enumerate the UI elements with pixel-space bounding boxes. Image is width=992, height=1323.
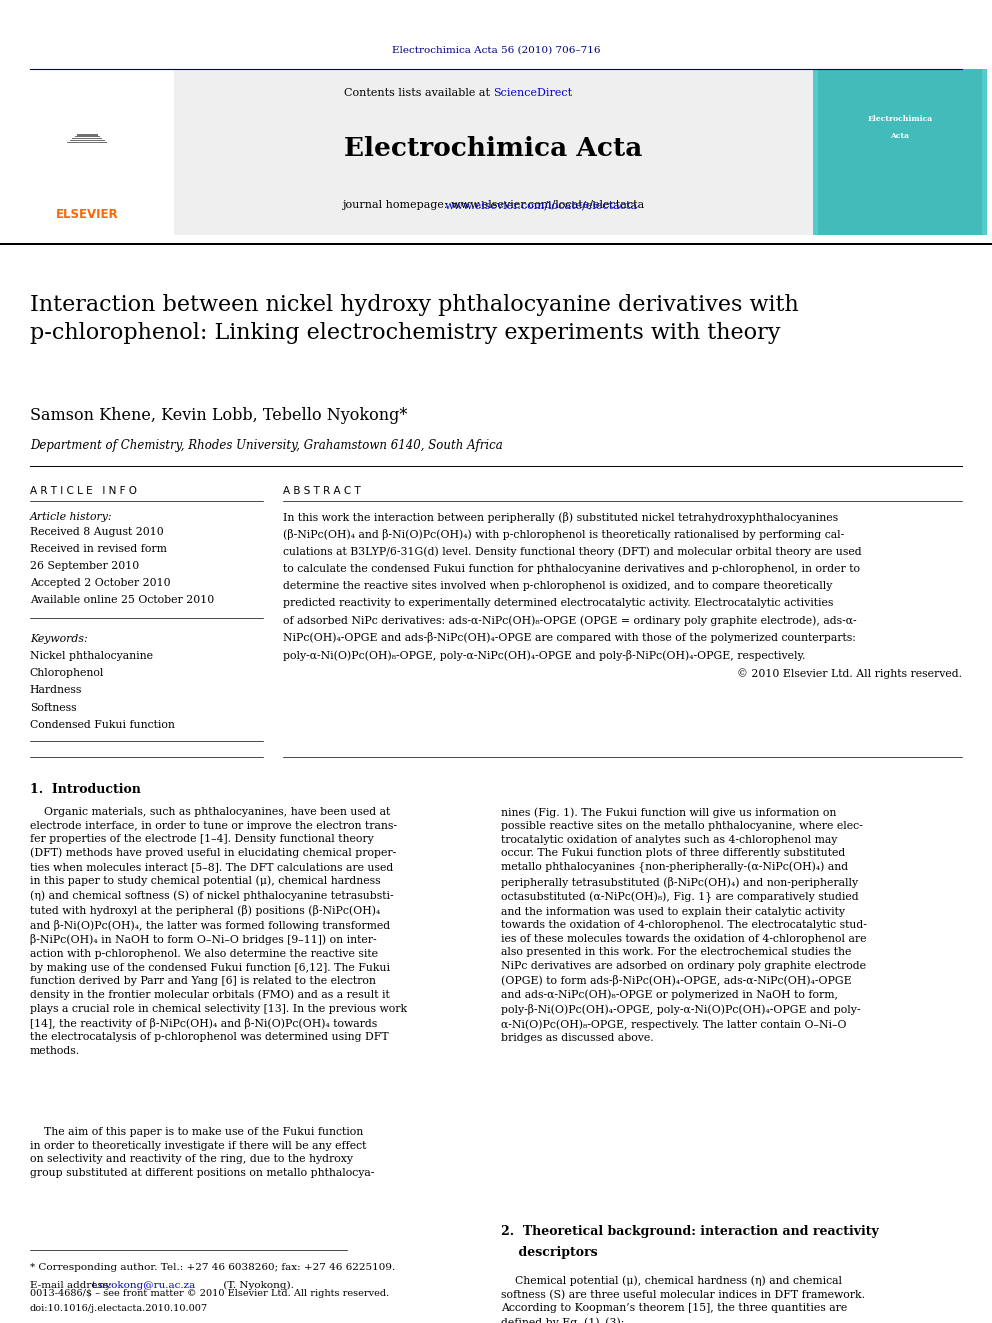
Text: Chemical potential (μ), chemical hardness (η) and chemical
softness (S) are thre: Chemical potential (μ), chemical hardnes… [501,1275,865,1323]
Text: A R T I C L E   I N F O: A R T I C L E I N F O [30,486,137,496]
Text: Electrochimica Acta 56 (2010) 706–716: Electrochimica Acta 56 (2010) 706–716 [392,46,600,54]
Text: (β-NiPc(OH)₄ and β-Ni(O)Pc(OH)₄) with p-chlorophenol is theoretically rationalis: (β-NiPc(OH)₄ and β-Ni(O)Pc(OH)₄) with p-… [283,529,844,540]
Text: The aim of this paper is to make use of the Fukui function
in order to theoretic: The aim of this paper is to make use of … [30,1127,374,1177]
Text: ELSEVIER: ELSEVIER [56,208,119,221]
Text: Organic materials, such as phthalocyanines, have been used at
electrode interfac: Organic materials, such as phthalocyanin… [30,807,407,1056]
Text: journal homepage: www.elsevier.com/locate/electacta: journal homepage: www.elsevier.com/locat… [342,200,644,210]
Text: Chlorophenol: Chlorophenol [30,668,104,679]
FancyBboxPatch shape [813,69,987,235]
Text: ScienceDirect: ScienceDirect [493,87,572,98]
Text: poly-α-Ni(O)Pc(OH)₈-OPGE, poly-α-NiPc(OH)₄-OPGE and poly-β-NiPc(OH)₄-OPGE, respe: poly-α-Ni(O)Pc(OH)₈-OPGE, poly-α-NiPc(OH… [283,650,806,660]
Text: 2.  Theoretical background: interaction and reactivity: 2. Theoretical background: interaction a… [501,1225,879,1238]
Text: * Corresponding author. Tel.: +27 46 6038260; fax: +27 46 6225109.: * Corresponding author. Tel.: +27 46 603… [30,1263,395,1273]
Text: Article history:: Article history: [30,512,112,523]
Text: Electrochimica: Electrochimica [867,115,932,123]
Text: Samson Khene, Kevin Lobb, Tebello Nyokong*: Samson Khene, Kevin Lobb, Tebello Nyokon… [30,407,407,425]
Text: www.elsevier.com/locate/electacta: www.elsevier.com/locate/electacta [444,200,638,210]
Text: determine the reactive sites involved when p-chlorophenol is oxidized, and to co: determine the reactive sites involved wh… [283,581,832,591]
Text: Acta: Acta [890,132,910,140]
Text: Accepted 2 October 2010: Accepted 2 October 2010 [30,578,171,589]
Text: In this work the interaction between peripherally (β) substituted nickel tetrahy: In this work the interaction between per… [283,512,838,523]
Text: to calculate the condensed Fukui function for phthalocyanine derivatives and p-c: to calculate the condensed Fukui functio… [283,564,860,574]
Text: t.nyokong@ru.ac.za: t.nyokong@ru.ac.za [91,1281,196,1290]
FancyBboxPatch shape [0,69,174,235]
Text: Hardness: Hardness [30,685,82,696]
Text: NiPc(OH)₄-OPGE and ads-β-NiPc(OH)₄-OPGE are compared with those of the polymeriz: NiPc(OH)₄-OPGE and ads-β-NiPc(OH)₄-OPGE … [283,632,855,643]
Text: Contents lists available at: Contents lists available at [343,87,493,98]
Text: 1.  Introduction: 1. Introduction [30,783,141,796]
Text: Nickel phthalocyanine: Nickel phthalocyanine [30,651,153,662]
Text: A B S T R A C T: A B S T R A C T [283,486,360,496]
Text: Received in revised form: Received in revised form [30,544,167,554]
Text: 26 September 2010: 26 September 2010 [30,561,139,572]
Text: culations at B3LYP/6-31G(d) level. Density functional theory (DFT) and molecular: culations at B3LYP/6-31G(d) level. Densi… [283,546,861,557]
Text: E-mail address:: E-mail address: [30,1281,115,1290]
Text: of adsorbed NiPc derivatives: ads-α-NiPc(OH)₈-OPGE (OPGE = ordinary poly graphit: of adsorbed NiPc derivatives: ads-α-NiPc… [283,615,856,626]
Text: Available online 25 October 2010: Available online 25 October 2010 [30,595,214,606]
Text: © 2010 Elsevier Ltd. All rights reserved.: © 2010 Elsevier Ltd. All rights reserved… [737,668,962,679]
Text: Keywords:: Keywords: [30,634,87,644]
FancyBboxPatch shape [174,69,813,235]
Text: nines (Fig. 1). The Fukui function will give us information on
possible reactive: nines (Fig. 1). The Fukui function will … [501,807,867,1043]
FancyBboxPatch shape [818,69,982,235]
Text: Received 8 August 2010: Received 8 August 2010 [30,527,164,537]
Text: Department of Chemistry, Rhodes University, Grahamstown 6140, South Africa: Department of Chemistry, Rhodes Universi… [30,439,503,452]
Text: doi:10.1016/j.electacta.2010.10.007: doi:10.1016/j.electacta.2010.10.007 [30,1304,208,1314]
Text: Interaction between nickel hydroxy phthalocyanine derivatives with
p-chloropheno: Interaction between nickel hydroxy phtha… [30,294,799,344]
Text: Softness: Softness [30,703,76,713]
Text: descriptors: descriptors [501,1246,597,1259]
Text: predicted reactivity to experimentally determined electrocatalytic activity. Ele: predicted reactivity to experimentally d… [283,598,833,609]
Text: Electrochimica Acta: Electrochimica Acta [344,136,642,160]
Text: 0013-4686/$ – see front matter © 2010 Elsevier Ltd. All rights reserved.: 0013-4686/$ – see front matter © 2010 El… [30,1289,389,1298]
Text: (T. Nyokong).: (T. Nyokong). [220,1281,294,1290]
Text: Condensed Fukui function: Condensed Fukui function [30,720,175,730]
